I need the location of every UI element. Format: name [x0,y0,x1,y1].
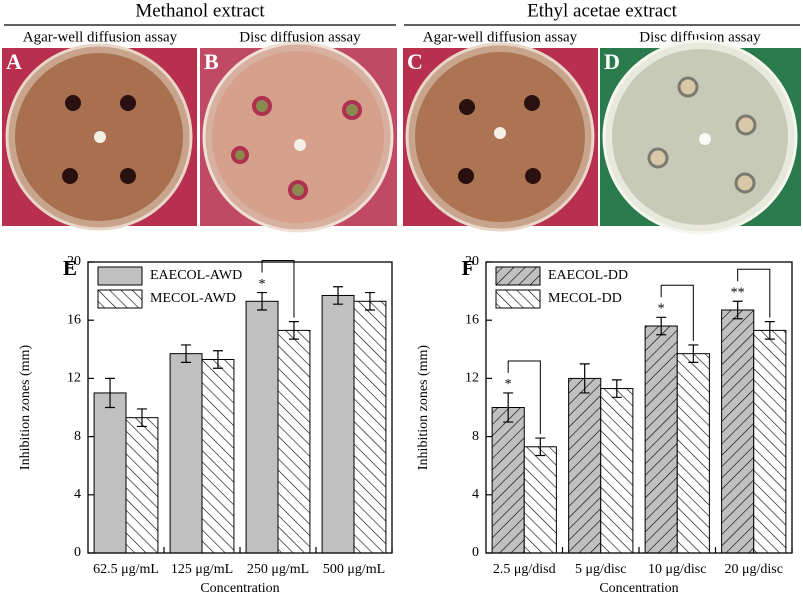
error-bar [656,316,667,336]
significance-label: * [505,377,512,392]
error-bar [688,344,699,363]
error-bar [503,392,514,423]
significance-label: ** [731,286,745,301]
photo-b [200,41,397,233]
panel-label: B [204,49,219,74]
group-title: Ethyl acetae extract [527,0,678,21]
bar [245,300,279,554]
bar [201,358,235,554]
x-axis-label: Concentration [599,581,678,596]
x-tick-label: 2.5 μg/disd [493,562,556,577]
panel-label: F [462,256,475,280]
error-bar [732,300,743,320]
legend-label: MECOL-AWD [150,291,236,306]
legend-label: EAECOL-AWD [150,268,242,283]
x-tick-label: 500 μg/mL [323,562,385,577]
x-tick-label: 20 μg/disc [725,562,783,577]
x-tick-label: 10 μg/disc [648,562,706,577]
error-bar [212,350,223,369]
legend-swatch [97,266,143,286]
plot-frame [87,261,393,554]
significance-bracket [261,260,295,318]
error-bar [535,437,546,457]
bar [753,329,787,554]
legend-label: EAECOL-DD [548,268,628,283]
y-tick-label: 16 [465,312,479,327]
assay-title: Agar-well diffusion assay [23,29,178,45]
y-tick-label: 20 [465,254,479,269]
bar [321,294,355,554]
error-bar [579,363,590,394]
y-tick-label: 0 [74,545,81,560]
bar [353,300,387,554]
y-tick-label: 8 [472,429,479,444]
error-bar [764,321,775,340]
y-tick-label: 8 [74,429,81,444]
panel-label: A [6,49,22,74]
error-bar [288,321,299,340]
y-tick-label: 4 [74,487,81,502]
error-bar [333,286,344,305]
x-tick-label: 5 μg/disc [575,562,626,577]
y-tick-label: 20 [67,254,81,269]
bar [523,446,557,554]
bar [491,407,525,554]
bar [169,353,203,554]
panel-label: E [63,256,77,280]
assay-title: Agar-well diffusion assay [423,29,578,45]
bar [277,329,311,554]
error-bar [364,291,375,311]
legend-swatch [495,289,541,309]
significance-label: * [259,277,266,292]
x-tick-label: 62.5 μg/mL [93,562,159,577]
y-tick-label: 12 [465,371,479,386]
photo-d [600,39,801,235]
x-tick-label: 125 μg/mL [171,562,233,577]
assay-title: Disc diffusion assay [239,29,361,45]
bar [125,417,159,554]
plot-frame [485,261,793,554]
error-bar [611,379,622,398]
error-bar [105,377,116,409]
bar [568,377,602,554]
assay-title: Disc diffusion assay [639,29,761,45]
x-tick-label: 250 μg/mL [247,562,309,577]
group-title: Methanol extract [135,0,265,21]
significance-label: * [658,302,665,317]
bar [600,388,634,554]
error-bar [136,408,147,428]
photo-a [2,43,197,231]
significance-bracket [737,268,771,318]
y-tick-label: 0 [472,545,479,560]
bar [644,325,678,554]
y-tick-label: 4 [472,487,479,502]
bar [721,309,755,554]
legend-swatch [97,289,143,309]
y-tick-label: 12 [67,371,81,386]
bar [93,392,127,554]
panel-label: C [407,49,423,74]
error-bar [181,344,192,363]
error-bar [257,291,268,311]
significance-bracket [507,360,541,435]
photo-c [403,42,598,232]
legend-label: MECOL-DD [548,291,622,306]
panel-label: D [604,49,620,74]
bar [676,353,710,554]
y-axis-label: Inhibition zones (mm) [18,345,33,471]
legend-swatch [495,266,541,286]
y-tick-label: 16 [67,312,81,327]
significance-bracket [660,284,694,341]
y-axis-label: Inhibition zones (mm) [416,345,431,471]
x-axis-label: Concentration [200,581,279,596]
